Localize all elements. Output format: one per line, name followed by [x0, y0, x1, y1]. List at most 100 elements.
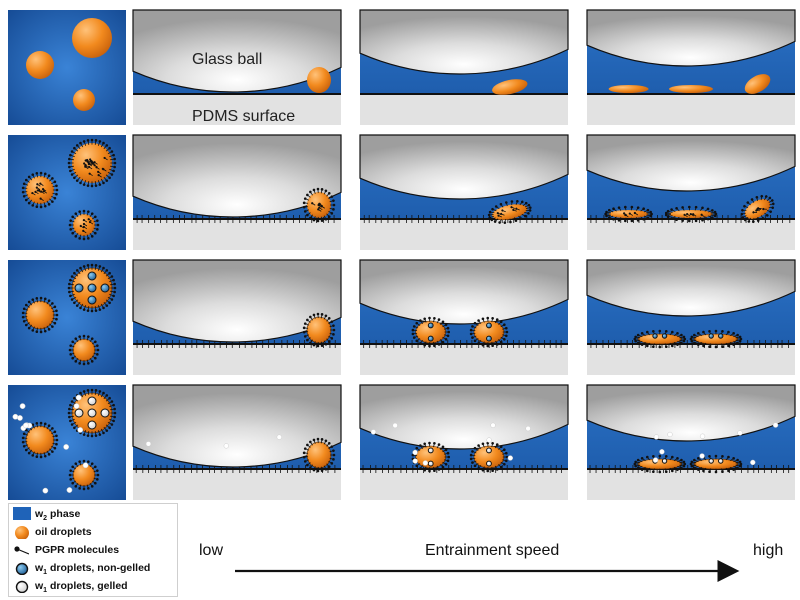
- contact-panel-2: [359, 134, 569, 250]
- oil-droplet-body: [307, 67, 331, 93]
- pgpr-head: [96, 348, 100, 352]
- pgpr-head: [22, 307, 26, 311]
- pgpr-head: [732, 343, 735, 346]
- pgpr-head: [477, 467, 480, 470]
- pgpr-head: [680, 458, 683, 462]
- pgpr-head: [105, 394, 109, 397]
- pgpr-head: [69, 353, 72, 356]
- pgpr-head: [73, 271, 76, 275]
- pgpr-head: [79, 224, 82, 228]
- pgpr-head: [327, 465, 331, 468]
- pgpr-head: [505, 455, 509, 459]
- pgpr-head: [520, 200, 524, 204]
- pgpr-head: [682, 464, 686, 468]
- pgpr-head: [96, 473, 100, 477]
- pgpr-head: [31, 191, 34, 195]
- free-w1-droplet-gelled: [66, 487, 73, 493]
- pgpr-head: [721, 470, 724, 474]
- pgpr-head: [738, 464, 742, 468]
- pgpr-head: [760, 194, 764, 198]
- pgpr-head: [694, 219, 698, 223]
- pgpr-head: [527, 203, 531, 207]
- pgpr-head: [671, 455, 674, 459]
- oil-droplet-body: [608, 210, 649, 218]
- pgpr-head: [79, 306, 82, 310]
- free-w1-droplet-gelled: [750, 459, 756, 466]
- pgpr-head: [711, 209, 714, 212]
- pgpr-head: [27, 175, 31, 179]
- pgpr-head: [312, 188, 316, 192]
- pgpr-head: [646, 469, 649, 473]
- pgpr-head: [79, 181, 82, 185]
- pgpr-head: [318, 206, 321, 209]
- pgpr-head: [428, 469, 431, 473]
- pgpr-head: [419, 467, 422, 470]
- pdms-surface: [133, 345, 341, 375]
- pgpr-head: [94, 139, 98, 142]
- pgpr-head: [473, 446, 477, 450]
- pgpr-head: [527, 212, 530, 215]
- pgpr-head: [441, 320, 445, 324]
- pgpr-head: [302, 201, 306, 205]
- pgpr-head: [721, 454, 724, 458]
- pgpr-head: [94, 231, 97, 235]
- emulsion-droplet: [21, 171, 59, 209]
- pgpr-head: [687, 219, 691, 223]
- pgpr-head: [332, 453, 336, 457]
- pgpr-head: [98, 140, 102, 143]
- pgpr-head: [317, 208, 320, 211]
- pgpr-head: [503, 337, 506, 341]
- pgpr-head: [415, 464, 419, 468]
- pgpr-head: [306, 193, 309, 197]
- glass-ball: [359, 384, 569, 450]
- pgpr-head: [78, 460, 81, 463]
- pgpr-head: [411, 328, 415, 332]
- pgpr-head: [69, 278, 72, 282]
- pgpr-head: [690, 464, 694, 468]
- free-w1-droplet-gelled: [370, 429, 377, 435]
- glass-ball: [132, 134, 342, 218]
- pgpr-head: [108, 176, 111, 180]
- legend-label-w1-gelled: w1 droplets, gelled: [35, 580, 128, 595]
- pgpr-head: [78, 210, 81, 213]
- pgpr-head: [605, 214, 608, 218]
- pgpr-head: [727, 344, 730, 348]
- emulsion-droplet: [302, 312, 336, 348]
- contact-panel-1: [132, 134, 342, 250]
- pgpr-head: [90, 485, 94, 488]
- pgpr-head: [690, 460, 694, 464]
- pgpr-head: [630, 219, 634, 223]
- pgpr-head: [78, 237, 81, 240]
- pgpr-head: [683, 462, 687, 466]
- pgpr-head: [102, 168, 105, 171]
- legend-label-w2: w2 phase: [35, 508, 81, 523]
- pgpr-head: [110, 400, 114, 403]
- emulsion-droplet: [302, 437, 336, 473]
- pgpr-head: [636, 219, 640, 222]
- pgpr-head: [441, 445, 445, 449]
- free-w1-droplet-gelled: [82, 462, 89, 469]
- pgpr-head: [488, 216, 491, 219]
- pgpr-head: [309, 315, 312, 319]
- pgpr-head: [68, 348, 72, 352]
- pgpr-head: [670, 217, 673, 220]
- free-w1-droplet-gelled: [412, 449, 418, 456]
- pgpr-head: [682, 335, 686, 339]
- pgpr-head: [664, 329, 668, 333]
- pgpr-molecule-icon: [14, 546, 29, 555]
- bulk-emulsion-panel: [8, 385, 126, 500]
- pgpr-head: [108, 426, 111, 430]
- pgpr-head: [69, 169, 72, 173]
- pgpr-head: [503, 462, 506, 466]
- pgpr-head: [649, 210, 652, 214]
- pgpr-head: [82, 362, 86, 366]
- pgpr-head: [102, 181, 105, 185]
- pgpr-head: [87, 487, 90, 490]
- pgpr-head: [320, 313, 324, 316]
- pgpr-head: [112, 419, 115, 423]
- pgpr-head: [70, 150, 74, 153]
- pgpr-head: [51, 427, 54, 430]
- pgpr-head: [47, 328, 51, 331]
- pgpr-head: [112, 278, 115, 282]
- pgpr-head: [680, 333, 683, 337]
